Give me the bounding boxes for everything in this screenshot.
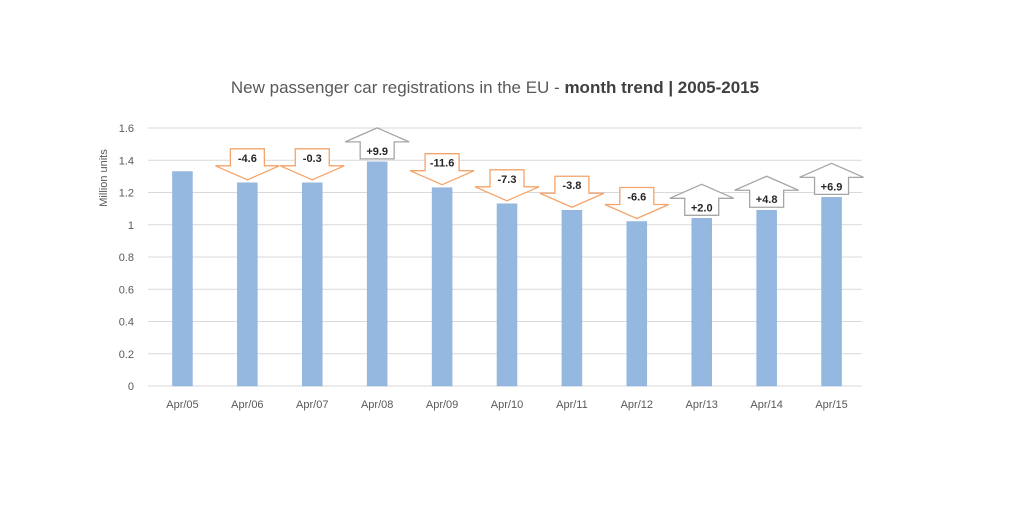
x-tick-label: Apr/09 <box>426 399 458 411</box>
y-tick-label: 0.2 <box>119 349 134 361</box>
chart-title-bold: month trend | 2005-2015 <box>564 78 759 97</box>
x-tick-label: Apr/07 <box>296 399 328 411</box>
arrow-up-icon <box>799 162 864 195</box>
arrow-up-icon <box>344 127 410 160</box>
arrow-down-icon <box>215 148 280 181</box>
data-label: -0.3 <box>303 153 322 165</box>
y-axis-label: Million units <box>98 149 110 207</box>
down-arrow-annotation: -11.6 <box>409 153 475 186</box>
arrow-down-icon <box>280 148 345 181</box>
arrow-down-icon <box>539 175 605 208</box>
x-tick-label: Apr/12 <box>621 399 653 411</box>
up-arrow-annotation: +6.9 <box>799 162 864 195</box>
data-label: +6.9 <box>821 181 843 193</box>
down-arrow-annotation: -3.8 <box>539 175 605 208</box>
x-tick-label: Apr/15 <box>815 399 847 411</box>
x-axis-ticks: Apr/05 Apr/06 Apr/07 Apr/08 Apr/09 Apr/10 Apr/… <box>166 399 848 411</box>
y-tick-label: 1.6 <box>119 123 134 135</box>
bar <box>756 209 777 387</box>
chart-title: New passenger car registrations in the E… <box>231 78 759 97</box>
bar <box>561 209 583 387</box>
data-label: -11.6 <box>430 158 454 170</box>
down-arrow-annotation: -6.6 <box>604 186 670 220</box>
data-label: +2.0 <box>691 202 713 214</box>
x-tick-label: Apr/14 <box>750 399 782 411</box>
x-tick-label: Apr/13 <box>686 399 718 411</box>
arrow-down-icon <box>409 153 475 186</box>
data-label: -7.3 <box>498 174 517 186</box>
y-tick-label: 1.4 <box>119 155 134 167</box>
data-label: -6.6 <box>627 192 646 204</box>
bar <box>821 197 842 387</box>
y-tick-label: 0.4 <box>119 317 134 329</box>
y-tick-label: 0 <box>128 381 134 393</box>
up-arrow-annotation: +4.8 <box>734 175 799 208</box>
x-tick-label: Apr/06 <box>231 399 263 411</box>
arrow-down-icon <box>604 186 670 220</box>
x-tick-label: Apr/05 <box>166 399 198 411</box>
arrow-up-icon <box>669 183 734 216</box>
data-label: -4.6 <box>238 153 257 165</box>
x-tick-label: Apr/08 <box>361 399 393 411</box>
bars <box>172 161 842 387</box>
y-tick-label: 1.2 <box>119 188 134 200</box>
y-tick-label: 0.8 <box>119 252 134 264</box>
down-arrow-annotation: -7.3 <box>474 169 540 202</box>
bar <box>172 171 193 387</box>
annotations: -4.6 -0.3 +9.9 -11.6 -7.3 -3.8 -6.6 +2.0 +4.8 +6.… <box>215 127 864 220</box>
up-arrow-annotation: +9.9 <box>344 127 410 160</box>
arrow-down-icon <box>474 169 540 202</box>
down-arrow-annotation: -0.3 <box>280 148 345 181</box>
bar <box>302 182 323 387</box>
x-tick-label: Apr/11 <box>556 399 588 411</box>
bar <box>237 182 258 387</box>
data-label: -3.8 <box>562 180 581 192</box>
bar <box>431 187 453 387</box>
up-arrow-annotation: +2.0 <box>669 183 734 216</box>
y-axis-ticks: 0 0.2 0.4 0.6 0.8 1 1.2 1.4 1.6 <box>119 123 134 393</box>
arrow-up-icon <box>734 175 799 208</box>
chart-title-main: New passenger car registrations in the E… <box>231 78 565 97</box>
y-tick-label: 1 <box>128 220 134 232</box>
y-tick-label: 0.6 <box>119 284 134 296</box>
data-label: +9.9 <box>366 146 388 158</box>
bar <box>496 203 518 387</box>
bar <box>366 161 388 387</box>
x-tick-label: Apr/10 <box>491 399 523 411</box>
bar <box>691 218 712 387</box>
data-label: +4.8 <box>756 194 778 206</box>
bar <box>626 221 648 387</box>
down-arrow-annotation: -4.6 <box>215 148 280 181</box>
